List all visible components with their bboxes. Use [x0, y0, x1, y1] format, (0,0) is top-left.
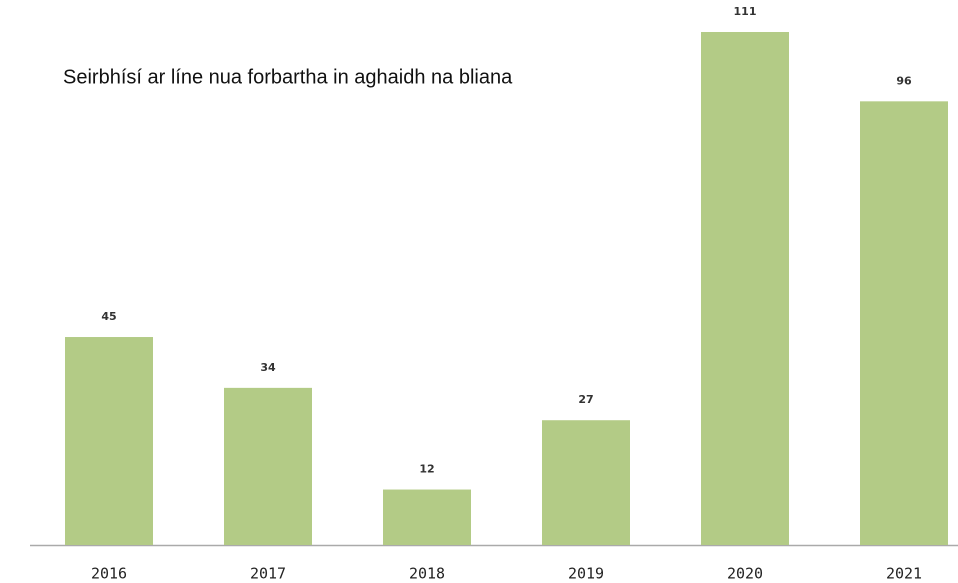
bar: [701, 32, 789, 545]
data-label: 27: [578, 393, 593, 406]
x-tick-label: 2020: [727, 565, 763, 583]
data-label: 12: [419, 463, 434, 476]
bar: [65, 337, 153, 545]
x-tick-label: 2016: [91, 565, 127, 583]
x-tick-label: 2021: [886, 565, 922, 583]
data-label: 34: [260, 361, 276, 374]
chart-title: Seirbhísí ar líne nua forbartha in aghai…: [63, 66, 513, 88]
x-tick-label: 2017: [250, 565, 286, 583]
bar: [383, 489, 471, 545]
data-label: 96: [896, 74, 912, 87]
data-label: 111: [734, 5, 757, 18]
bar: [224, 387, 312, 545]
bar: [860, 101, 948, 545]
bar: [542, 420, 630, 545]
x-tick-label: 2019: [568, 565, 604, 583]
x-tick-label: 2018: [409, 565, 445, 583]
data-label: 45: [101, 310, 116, 323]
